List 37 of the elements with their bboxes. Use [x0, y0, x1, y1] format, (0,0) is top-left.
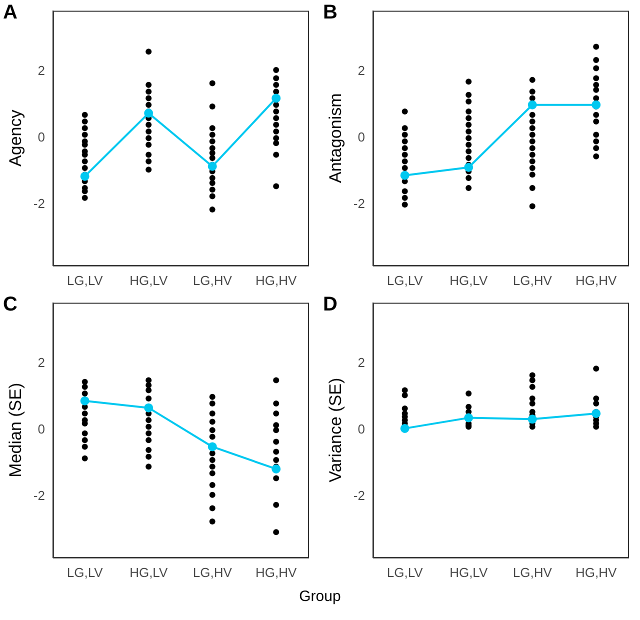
x-tick-label: LG,HV [192, 272, 232, 288]
y-tick-label: -2 [33, 196, 45, 212]
x-tick-label: LG,LV [386, 564, 424, 580]
y-tick-label: -2 [33, 488, 45, 504]
chart-title: C [3, 294, 18, 316]
x-tick-label: LG,HV [512, 272, 552, 288]
x-tick-label: LG,LV [66, 272, 104, 288]
x-tick-label: HG,HV [256, 272, 298, 288]
x-tick-label: HG,HV [256, 564, 298, 580]
x-tick-label: LG,LV [386, 272, 424, 288]
y-tick-label: 2 [358, 63, 365, 78]
y-tick-label: 2 [38, 63, 45, 78]
x-tick-label: LG,HV [512, 564, 552, 580]
y-tick-label: -2 [353, 196, 365, 212]
y-tick-label: 0 [358, 422, 365, 437]
x-axis-title: Group [298, 588, 342, 605]
y-axis-title: Median (SE) [6, 382, 25, 478]
x-tick-label: HG,LV [450, 272, 488, 288]
x-tick-label: HG,LV [130, 564, 168, 580]
y-tick-label: 0 [38, 422, 45, 437]
y-tick-label: 2 [38, 355, 45, 370]
y-tick-label: -2 [353, 488, 365, 504]
y-axis-title: Variance (SE) [326, 378, 345, 482]
y-tick-label: 0 [358, 130, 365, 145]
chart-title: A [3, 2, 18, 24]
chart-title: B [323, 2, 338, 24]
x-tick-label: LG,LV [66, 564, 104, 580]
y-tick-label: 2 [358, 355, 365, 370]
x-tick-label: HG,HV [576, 272, 618, 288]
x-tick-label: HG,LV [130, 272, 168, 288]
x-tick-label: HG,LV [450, 564, 488, 580]
chart-title: D [323, 294, 338, 316]
x-tick-label: HG,HV [576, 564, 618, 580]
y-axis-title: Antagonism [326, 93, 345, 183]
x-tick-label: LG,HV [192, 564, 232, 580]
y-tick-label: 0 [38, 130, 45, 145]
y-axis-title: Agency [6, 109, 25, 166]
